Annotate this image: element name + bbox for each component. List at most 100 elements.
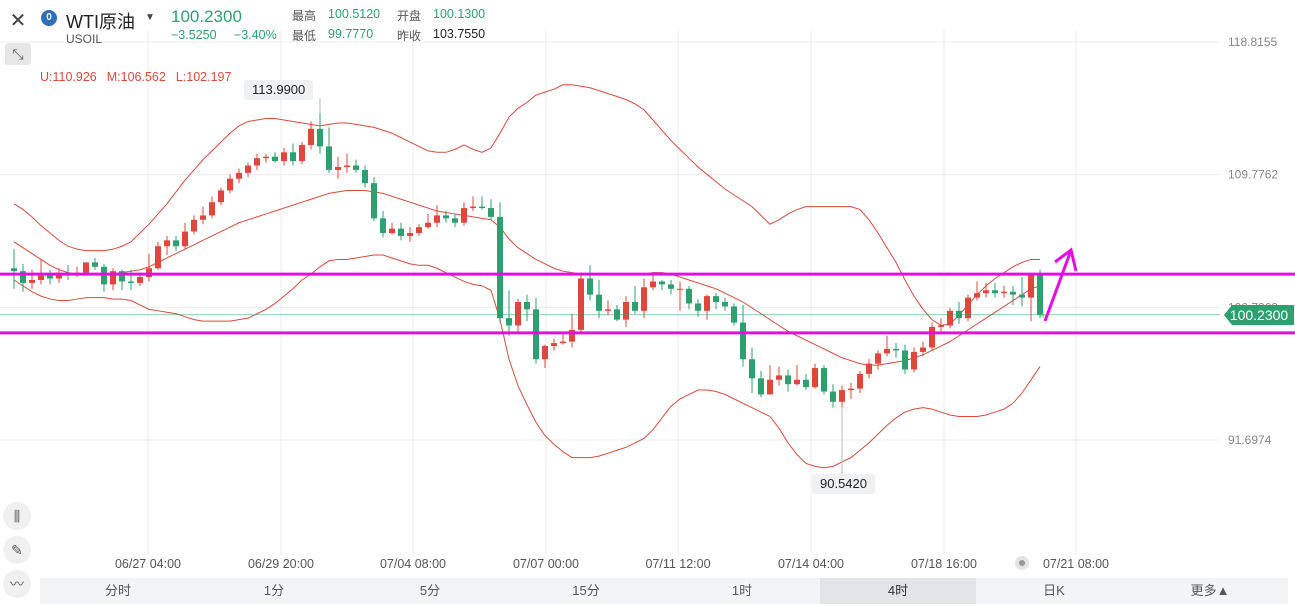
candle-body	[992, 290, 998, 294]
close-icon[interactable]: ✕	[9, 10, 27, 32]
candlestick-icon[interactable]: ⫼	[3, 502, 31, 530]
candle-body	[875, 353, 881, 364]
candle-body	[893, 348, 899, 351]
candle-body	[938, 325, 944, 327]
candle-body	[857, 373, 863, 389]
candle-body	[470, 206, 476, 209]
candle-body	[254, 158, 260, 166]
candle-body	[326, 146, 332, 170]
bollinger-l-line	[13, 254, 1041, 469]
candle-body	[443, 215, 449, 219]
candle-body	[218, 190, 224, 203]
candle-body	[641, 287, 647, 311]
candle-body	[821, 368, 827, 392]
candle-body	[713, 296, 719, 303]
symbol-name[interactable]: WTI原油	[66, 12, 135, 32]
candle-body	[155, 246, 161, 269]
candle-body	[911, 351, 917, 370]
bollinger-lower: L:102.197	[175, 70, 232, 84]
candle-body	[272, 156, 278, 162]
tab-15m[interactable]: 15分	[572, 583, 600, 598]
low-value: 99.7770	[328, 27, 374, 41]
candle-body	[965, 297, 971, 319]
candle-body	[83, 262, 89, 273]
candle-body	[344, 165, 350, 167]
candle-body	[947, 310, 953, 326]
candle-body	[479, 206, 485, 209]
candle-body	[191, 219, 197, 232]
tab-1m[interactable]: 1分	[263, 583, 285, 598]
drawn-arrow-head	[1054, 247, 1078, 272]
tab-4h[interactable]: 4时	[820, 578, 976, 604]
candle-body	[578, 278, 584, 330]
candle-body	[317, 128, 323, 147]
candle-body	[749, 359, 755, 379]
candle-body	[1010, 291, 1016, 295]
candle-body	[758, 378, 764, 395]
indicator-icon[interactable]: 〰	[3, 570, 31, 598]
candle-body	[866, 363, 872, 374]
prev-close-label: 昨收	[397, 29, 422, 43]
candle-body	[128, 281, 134, 283]
candle-body	[677, 288, 683, 290]
y-tick-label: 109.7762	[1228, 168, 1278, 182]
candle-body	[551, 343, 557, 347]
candle-body	[668, 284, 674, 289]
circle-logo-icon: 0	[41, 10, 57, 26]
x-tick-label: 07/21 08:00	[1043, 557, 1109, 571]
x-tick-label: 07/07 00:00	[513, 557, 579, 571]
candle-body	[371, 183, 377, 219]
candle-body	[488, 208, 494, 217]
timeframe-tabs: 分时 1分 5分 15分 1时 4时 日K 更多▲	[40, 578, 1288, 604]
x-tick-label: 07/18 16:00	[911, 557, 977, 571]
y-tick-label: 91.6974	[1228, 433, 1272, 447]
chevron-down-icon[interactable]: ▼	[145, 12, 155, 23]
candle-body	[209, 202, 215, 216]
candle-body	[425, 222, 431, 228]
candle-body	[398, 228, 404, 236]
candle-body	[290, 152, 296, 162]
crosshair-marker: +	[1039, 308, 1046, 322]
candle-body	[812, 368, 818, 388]
candle-body	[695, 303, 701, 311]
candle-body	[236, 172, 242, 179]
candle-body	[848, 388, 854, 391]
current-price-tag: 100.2300	[1224, 305, 1294, 325]
candle-body	[920, 347, 926, 352]
x-tick-label: 07/04 08:00	[380, 557, 446, 571]
candle-body	[929, 326, 935, 348]
candle-body	[200, 215, 206, 220]
candle-body	[1001, 291, 1007, 294]
candle-body	[560, 341, 566, 344]
candle-body	[434, 215, 440, 223]
candle-body	[983, 290, 989, 294]
collapse-icon[interactable]: ⤡	[5, 43, 31, 65]
bollinger-upper: U:110.926	[40, 70, 97, 84]
candle-body	[407, 233, 413, 236]
candle-body	[182, 231, 188, 247]
candle-body	[803, 379, 809, 388]
tab-more[interactable]: 更多▲	[1190, 583, 1230, 598]
candle-body	[1028, 274, 1034, 298]
candle-body	[173, 240, 179, 247]
candle-body	[11, 268, 17, 272]
candle-body	[227, 178, 233, 191]
candle-body	[974, 293, 980, 298]
candle-body	[1037, 274, 1043, 315]
candle-body	[335, 166, 341, 170]
pencil-icon[interactable]: ✎	[3, 536, 31, 564]
x-tick-label: 07/14 04:00	[778, 557, 844, 571]
candle-body	[308, 128, 314, 145]
candle-body	[839, 390, 845, 402]
candle-body	[902, 350, 908, 370]
tab-daily[interactable]: 日K	[1043, 583, 1065, 598]
tab-5m[interactable]: 5分	[419, 583, 441, 598]
tab-1h[interactable]: 1时	[731, 583, 753, 598]
candle-body	[362, 169, 368, 184]
candle-body	[245, 165, 251, 173]
tab-timeshare[interactable]: 分时	[104, 583, 131, 598]
candle-body	[569, 329, 575, 342]
candle-body	[659, 281, 665, 285]
candle-body	[785, 375, 791, 385]
